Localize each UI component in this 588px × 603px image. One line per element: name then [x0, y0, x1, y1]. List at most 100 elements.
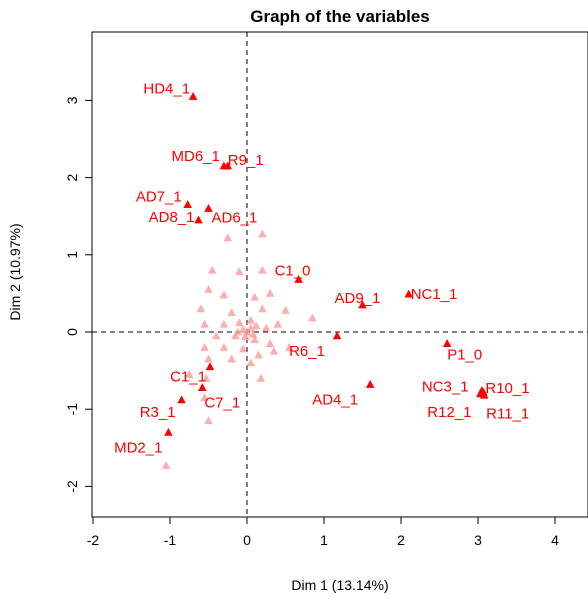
- data-point: [248, 329, 258, 338]
- labeled-data-point: [442, 339, 452, 347]
- point-label: MD2_1: [114, 439, 162, 456]
- data-point: [251, 321, 261, 330]
- data-point: [258, 229, 267, 238]
- data-point: [250, 335, 259, 344]
- data-point: [238, 325, 248, 334]
- x-tick-label: 1: [320, 532, 328, 548]
- data-point: [200, 342, 209, 351]
- data-point: [235, 318, 244, 327]
- reference-lines: [92, 32, 588, 517]
- point-label: R12_1: [427, 404, 471, 421]
- point-label: R10_1: [485, 380, 529, 397]
- point-label: AD4_1: [312, 391, 358, 408]
- point-label: NC1_1: [411, 286, 458, 303]
- y-tick-label: 1: [64, 251, 80, 259]
- x-axis: -2 -1 0 1 2 3 4: [87, 516, 559, 548]
- data-point: [273, 319, 283, 328]
- unlabeled-points: [161, 229, 317, 469]
- data-point: [265, 339, 275, 347]
- x-tick-label: 3: [474, 532, 482, 548]
- data-point: [265, 288, 275, 297]
- point-labels: HD4_1 MD6_1 R9_1 AD7_1 AD8_1 AD6_1 C1_0 AD9_1 NC…: [114, 81, 529, 457]
- labeled-data-point: [404, 289, 413, 298]
- point-label: AD9_1: [335, 290, 381, 307]
- point-label: R11_1: [486, 405, 529, 422]
- y-axis: -2 -1 0 1 2 3: [64, 96, 93, 493]
- y-tick-label: 3: [64, 96, 80, 104]
- y-tick-label: 2: [64, 173, 80, 181]
- point-label: C7_1: [204, 395, 240, 412]
- data-point: [223, 233, 233, 242]
- data-point: [258, 265, 267, 274]
- point-label: NC3_1: [422, 379, 469, 396]
- x-tick-label: 4: [551, 532, 559, 548]
- labeled-data-point: [177, 395, 186, 404]
- data-point: [161, 461, 171, 469]
- data-point: [219, 342, 229, 351]
- data-point: [204, 285, 213, 293]
- data-point: [246, 358, 256, 367]
- data-point: [211, 331, 221, 340]
- x-tick-label: -2: [87, 532, 100, 548]
- data-point: [250, 292, 259, 301]
- x-tick-label: 0: [243, 532, 251, 548]
- point-label: R9_1: [228, 152, 264, 169]
- data-point: [241, 332, 250, 341]
- plot-frame: [91, 31, 588, 518]
- point-label: AD8_1: [149, 209, 195, 226]
- labeled-data-point: [294, 275, 303, 283]
- data-point: [200, 393, 209, 401]
- labeled-data-point: [365, 379, 375, 388]
- point-label: HD4_1: [143, 81, 190, 98]
- data-point: [204, 416, 213, 425]
- labeled-points: [164, 92, 489, 436]
- data-point: [201, 373, 211, 382]
- x-tick-label: 2: [397, 532, 405, 548]
- x-axis-label: Dim 1 (13.14%): [291, 577, 388, 593]
- data-point: [196, 304, 206, 313]
- data-point: [235, 267, 244, 276]
- point-label: R6_1: [289, 343, 325, 360]
- point-label: P1_0: [447, 347, 482, 364]
- labeled-data-point: [204, 203, 213, 212]
- data-point: [258, 304, 267, 313]
- chart-title: Graph of the variables: [250, 7, 430, 26]
- data-point: [308, 313, 317, 322]
- point-label: R3_1: [140, 404, 176, 421]
- labeled-data-point: [198, 383, 207, 391]
- x-tick-label: -1: [164, 532, 177, 548]
- data-point: [219, 290, 229, 299]
- labeled-data-point: [223, 161, 233, 170]
- data-point: [246, 315, 256, 324]
- data-point: [254, 350, 263, 359]
- data-point: [208, 265, 217, 274]
- labeled-data-point: [358, 300, 367, 309]
- data-point: [256, 373, 266, 382]
- data-point: [261, 323, 271, 332]
- y-tick-label: -1: [64, 403, 80, 416]
- labeled-data-point: [479, 390, 489, 399]
- y-tick-label: 0: [64, 328, 80, 336]
- data-point: [184, 369, 194, 378]
- data-point: [281, 305, 290, 314]
- data-point: [227, 354, 236, 363]
- data-point: [233, 327, 243, 336]
- labeled-data-point: [205, 362, 215, 371]
- data-point: [200, 319, 209, 328]
- data-point: [285, 342, 294, 351]
- labeled-data-point: [188, 92, 198, 100]
- point-label: MD6_1: [172, 148, 220, 165]
- labeled-data-point: [194, 215, 203, 224]
- data-point: [238, 344, 248, 353]
- data-point: [204, 354, 213, 363]
- point-label: AD7_1: [136, 189, 182, 206]
- data-point: [227, 308, 236, 317]
- data-point: [246, 323, 256, 332]
- point-label: C1_0: [275, 263, 311, 280]
- point-label: AD6_1: [212, 209, 258, 226]
- labeled-data-point: [164, 427, 173, 436]
- data-point: [269, 346, 279, 355]
- labeled-data-point: [332, 331, 342, 340]
- point-label: C1_1: [170, 369, 206, 386]
